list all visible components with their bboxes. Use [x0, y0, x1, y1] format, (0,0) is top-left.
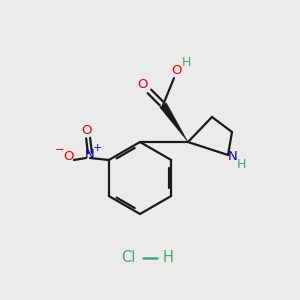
Text: −: − [55, 145, 65, 155]
Text: O: O [171, 64, 181, 76]
Text: N: N [228, 151, 238, 164]
Text: Cl: Cl [121, 250, 135, 266]
Text: H: H [163, 250, 173, 266]
Text: H: H [181, 56, 191, 68]
Polygon shape [160, 103, 188, 142]
Text: O: O [82, 124, 92, 136]
Text: N: N [85, 148, 95, 161]
Text: O: O [63, 151, 73, 164]
Text: O: O [137, 77, 147, 91]
Text: +: + [92, 143, 102, 153]
Text: H: H [236, 158, 246, 172]
